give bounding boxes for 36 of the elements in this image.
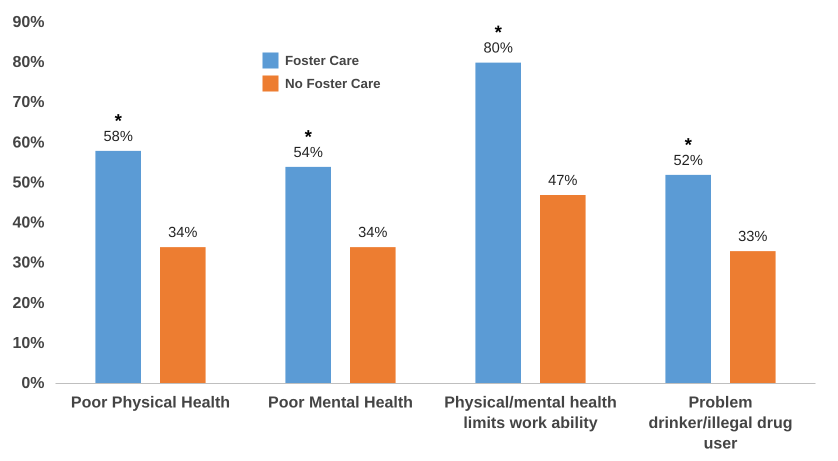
- y-tick-label: 50%: [12, 174, 45, 192]
- x-tick-label: Physical/mental health limits work ability: [444, 394, 617, 432]
- bar: [350, 247, 396, 384]
- x-tick-label: Poor Mental Health: [268, 394, 413, 412]
- data-label: 58%: [104, 128, 133, 145]
- data-label: 33%: [738, 229, 768, 246]
- bar: [285, 166, 331, 384]
- bar: [730, 251, 776, 384]
- bar: [540, 194, 586, 384]
- y-tick-label: 60%: [12, 134, 45, 152]
- data-label: 34%: [168, 225, 198, 242]
- y-tick-label: 90%: [12, 14, 45, 31]
- x-tick-label: Problem drinker/illegal drug user: [648, 394, 793, 452]
- legend-label: No Foster Care: [285, 76, 381, 90]
- annotation: *: [684, 134, 693, 155]
- y-tick-label: 20%: [12, 294, 45, 312]
- bar: [160, 247, 206, 384]
- data-label: 34%: [358, 225, 388, 242]
- data-label: 80%: [484, 40, 513, 57]
- y-tick-label: 30%: [12, 254, 45, 272]
- data-label: 52%: [674, 152, 703, 169]
- y-tick-label: 40%: [12, 214, 45, 232]
- y-tick-label: 0%: [21, 375, 44, 392]
- bar: [665, 174, 711, 384]
- x-tick-label: Poor Physical Health: [70, 394, 230, 412]
- data-label: 47%: [548, 172, 578, 189]
- annotation: *: [304, 126, 313, 147]
- annotation: *: [494, 22, 503, 43]
- bar: [95, 150, 141, 384]
- y-tick-label: 10%: [12, 334, 45, 352]
- bar: [475, 62, 521, 384]
- legend-label: Foster Care: [285, 52, 360, 68]
- y-tick-label: 80%: [12, 54, 45, 72]
- y-tick-label: 70%: [12, 94, 45, 112]
- annotation: *: [114, 110, 123, 131]
- data-label: 54%: [294, 144, 323, 161]
